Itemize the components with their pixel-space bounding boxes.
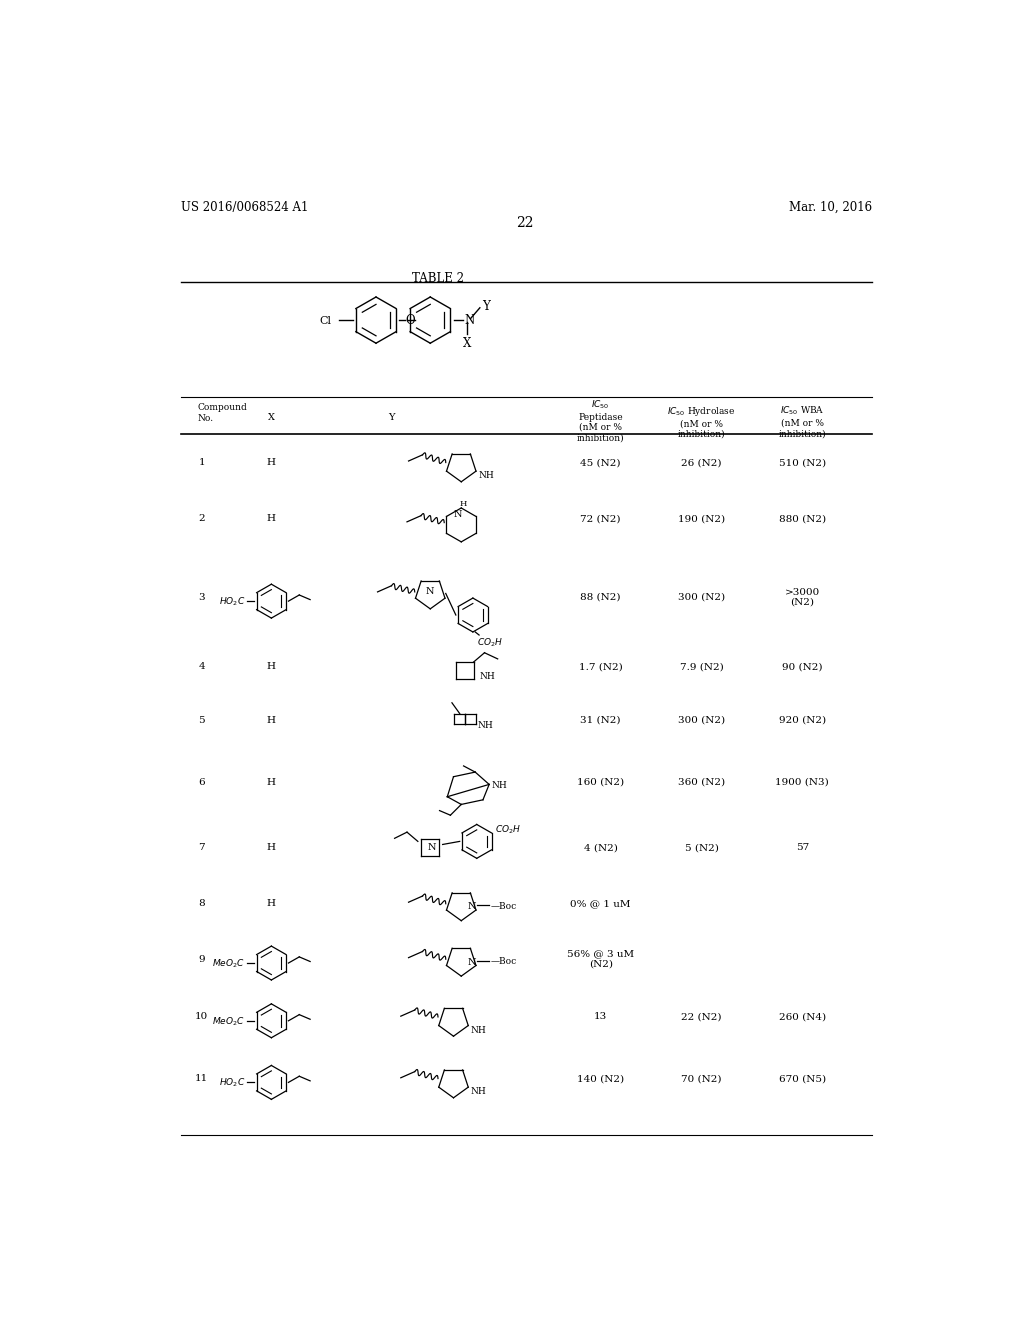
Text: $CO_2H$: $CO_2H$ bbox=[477, 636, 503, 649]
Text: 1.7 (N2): 1.7 (N2) bbox=[579, 663, 623, 671]
Text: 22: 22 bbox=[516, 216, 534, 230]
Text: 4 (N2): 4 (N2) bbox=[584, 843, 617, 851]
Text: 8: 8 bbox=[199, 899, 205, 908]
Text: 670 (N5): 670 (N5) bbox=[778, 1074, 825, 1082]
Text: H: H bbox=[267, 715, 275, 725]
Text: $IC_{50}$ WBA
(nM or %
inhibition): $IC_{50}$ WBA (nM or % inhibition) bbox=[778, 405, 826, 438]
Text: 1900 (N3): 1900 (N3) bbox=[775, 777, 829, 787]
Text: 70 (N2): 70 (N2) bbox=[681, 1074, 722, 1082]
Text: 5: 5 bbox=[199, 715, 205, 725]
Text: —Boc: —Boc bbox=[490, 902, 517, 911]
Text: Compound
No.: Compound No. bbox=[198, 404, 248, 422]
Text: 56% @ 3 uM
(N2): 56% @ 3 uM (N2) bbox=[567, 949, 634, 969]
Text: Cl: Cl bbox=[319, 315, 331, 326]
Text: 72 (N2): 72 (N2) bbox=[581, 515, 621, 523]
Text: H: H bbox=[267, 458, 275, 467]
Text: 26 (N2): 26 (N2) bbox=[681, 458, 722, 467]
Text: H: H bbox=[267, 843, 275, 851]
Text: 6: 6 bbox=[199, 777, 205, 787]
Text: 4: 4 bbox=[199, 663, 205, 671]
Text: 22 (N2): 22 (N2) bbox=[681, 1012, 722, 1022]
Text: N: N bbox=[467, 958, 476, 966]
Text: 45 (N2): 45 (N2) bbox=[581, 458, 621, 467]
Text: 88 (N2): 88 (N2) bbox=[581, 593, 621, 602]
Text: 260 (N4): 260 (N4) bbox=[778, 1012, 825, 1022]
Text: 880 (N2): 880 (N2) bbox=[778, 515, 825, 523]
Text: 300 (N2): 300 (N2) bbox=[678, 593, 725, 602]
Text: 57: 57 bbox=[796, 843, 809, 851]
Text: TABLE 2: TABLE 2 bbox=[412, 272, 464, 285]
Text: 10: 10 bbox=[195, 1012, 208, 1022]
Text: 190 (N2): 190 (N2) bbox=[678, 515, 725, 523]
Text: X: X bbox=[463, 337, 472, 350]
Text: $IC_{50}$
Peptidase
(nM or %
inhibition): $IC_{50}$ Peptidase (nM or % inhibition) bbox=[577, 399, 625, 442]
Text: NH: NH bbox=[492, 781, 507, 791]
Text: N: N bbox=[426, 587, 434, 597]
Text: >3000
(N2): >3000 (N2) bbox=[784, 587, 820, 607]
Text: NH: NH bbox=[471, 1026, 486, 1035]
Text: $MeO_2C$: $MeO_2C$ bbox=[212, 957, 245, 970]
Text: NH: NH bbox=[479, 672, 495, 681]
Text: $MeO_2C$: $MeO_2C$ bbox=[212, 1015, 245, 1028]
Text: H: H bbox=[267, 899, 275, 908]
Text: H: H bbox=[460, 500, 467, 508]
Text: 9: 9 bbox=[199, 954, 205, 964]
Text: $HO_2C$: $HO_2C$ bbox=[219, 595, 245, 609]
Text: H: H bbox=[267, 515, 275, 523]
Text: 1: 1 bbox=[199, 458, 205, 467]
Text: N: N bbox=[454, 510, 463, 519]
Text: 160 (N2): 160 (N2) bbox=[578, 777, 625, 787]
Text: 0% @ 1 uM: 0% @ 1 uM bbox=[570, 899, 631, 908]
Text: $IC_{50}$ Hydrolase
(nM or %
inhibition): $IC_{50}$ Hydrolase (nM or % inhibition) bbox=[668, 405, 735, 438]
Text: 3: 3 bbox=[199, 593, 205, 602]
Text: 90 (N2): 90 (N2) bbox=[782, 663, 822, 671]
Text: NH: NH bbox=[471, 1088, 486, 1096]
Text: N: N bbox=[428, 843, 436, 851]
Text: NH: NH bbox=[478, 471, 494, 480]
Text: $HO_2C$: $HO_2C$ bbox=[219, 1077, 245, 1089]
Text: 920 (N2): 920 (N2) bbox=[778, 715, 825, 725]
Text: 7.9 (N2): 7.9 (N2) bbox=[680, 663, 723, 671]
Text: 31 (N2): 31 (N2) bbox=[581, 715, 621, 725]
Text: 300 (N2): 300 (N2) bbox=[678, 715, 725, 725]
Text: H: H bbox=[267, 777, 275, 787]
Text: 7: 7 bbox=[199, 843, 205, 851]
Text: Mar. 10, 2016: Mar. 10, 2016 bbox=[788, 201, 872, 214]
Text: NH: NH bbox=[477, 722, 494, 730]
Text: X: X bbox=[268, 412, 274, 421]
Text: H: H bbox=[267, 663, 275, 671]
Text: N: N bbox=[467, 903, 476, 911]
Text: Y: Y bbox=[388, 412, 394, 421]
Text: O: O bbox=[406, 314, 415, 327]
Text: US 2016/0068524 A1: US 2016/0068524 A1 bbox=[180, 201, 308, 214]
Text: 360 (N2): 360 (N2) bbox=[678, 777, 725, 787]
Text: 11: 11 bbox=[195, 1074, 208, 1082]
Text: $CO_2H$: $CO_2H$ bbox=[496, 824, 521, 836]
Text: Y: Y bbox=[482, 300, 490, 313]
Text: —Boc: —Boc bbox=[490, 957, 517, 966]
Text: 13: 13 bbox=[594, 1012, 607, 1022]
Text: 510 (N2): 510 (N2) bbox=[778, 458, 825, 467]
Text: 2: 2 bbox=[199, 515, 205, 523]
Text: N: N bbox=[464, 314, 474, 327]
Text: 140 (N2): 140 (N2) bbox=[578, 1074, 625, 1082]
Text: 5 (N2): 5 (N2) bbox=[685, 843, 719, 851]
